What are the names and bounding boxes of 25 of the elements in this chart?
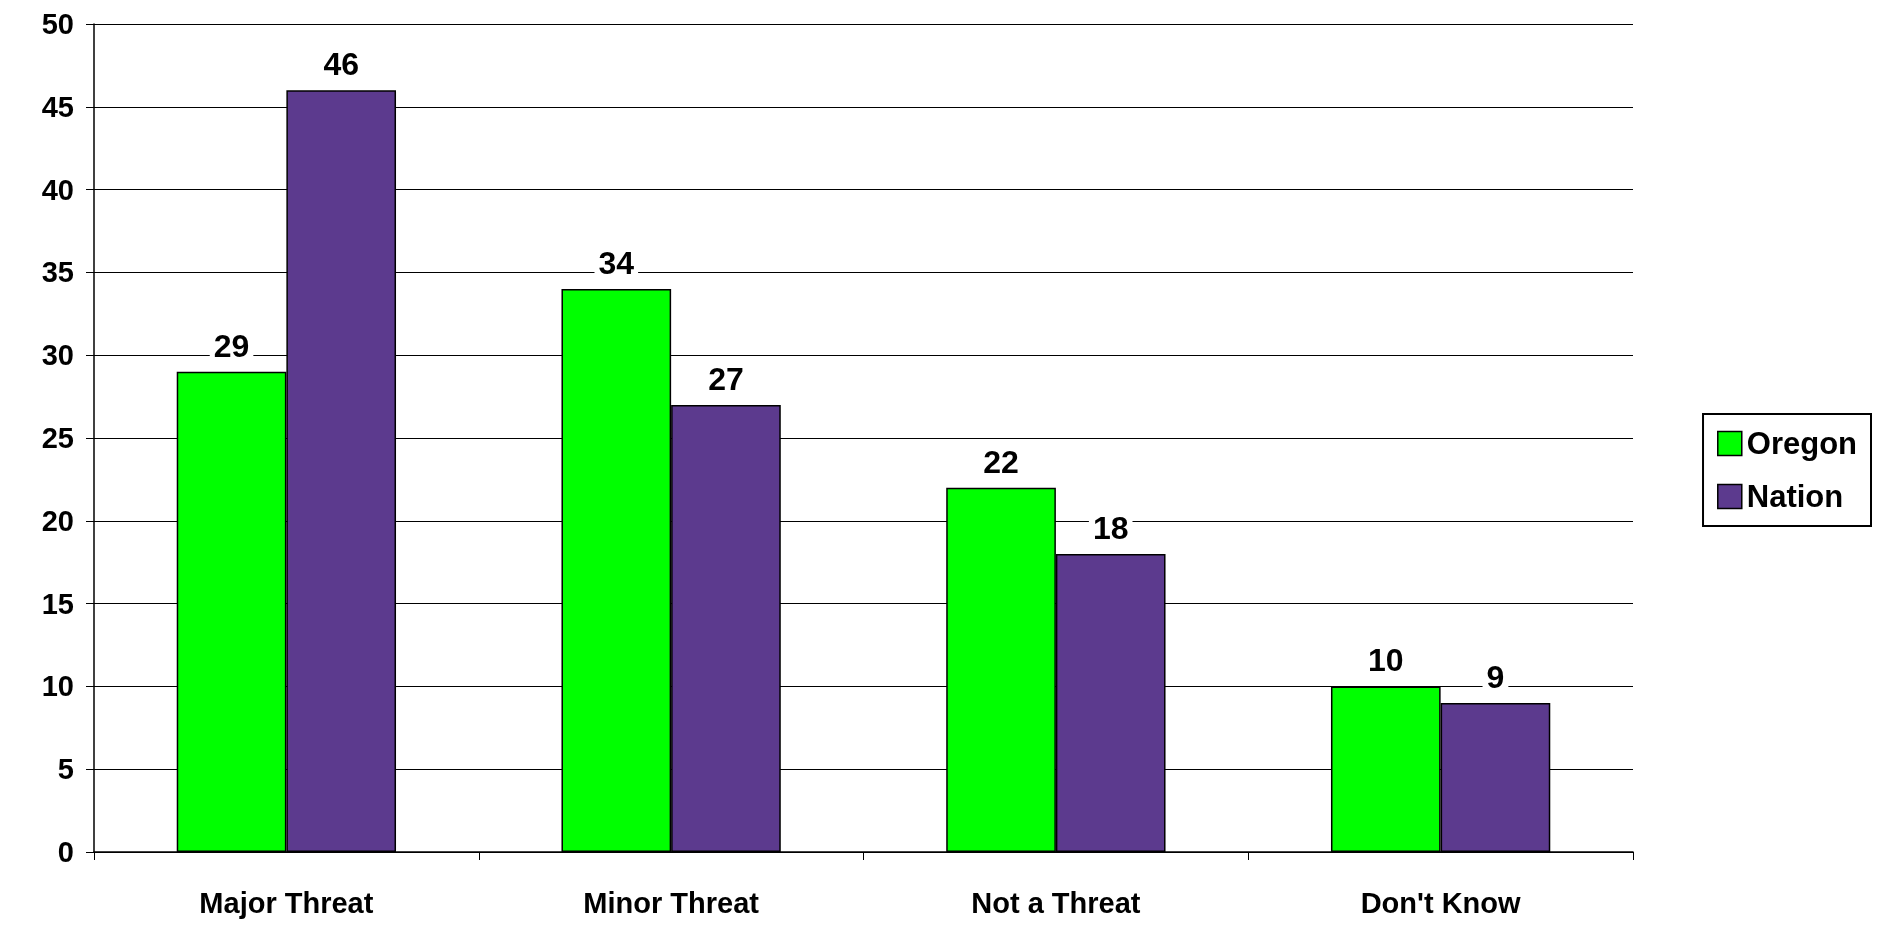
data-label: 34 <box>598 244 635 281</box>
data-label: 10 <box>1368 642 1404 679</box>
y-tick-label: 15 <box>41 587 74 620</box>
x-tick-label: Minor Threat <box>583 886 760 919</box>
y-tick-label: 25 <box>41 422 74 454</box>
y-tick-label: 30 <box>41 339 74 372</box>
y-tick-label: 50 <box>41 8 74 40</box>
data-label: 22 <box>983 443 1019 480</box>
y-tick-label: 0 <box>57 836 74 868</box>
y-tick-label: 40 <box>41 173 74 206</box>
data-label: 46 <box>323 46 359 83</box>
x-tick-label: Not a Threat <box>971 886 1141 919</box>
legend-label: Nation <box>1746 479 1844 514</box>
y-tick-label: 45 <box>41 90 74 123</box>
data-label: 29 <box>213 327 250 364</box>
legend-label: Oregon <box>1746 426 1858 461</box>
y-tick-label: 5 <box>57 753 74 786</box>
x-tick-label: Major Threat <box>199 886 374 919</box>
y-tick-label: 10 <box>41 670 74 703</box>
data-label: 9 <box>1486 658 1505 695</box>
y-tick-label: 20 <box>41 504 74 537</box>
x-tick-label: Don't Know <box>1360 886 1522 919</box>
y-tick-label: 35 <box>41 256 74 289</box>
data-label: 27 <box>708 360 744 397</box>
data-label: 18 <box>1092 509 1129 546</box>
